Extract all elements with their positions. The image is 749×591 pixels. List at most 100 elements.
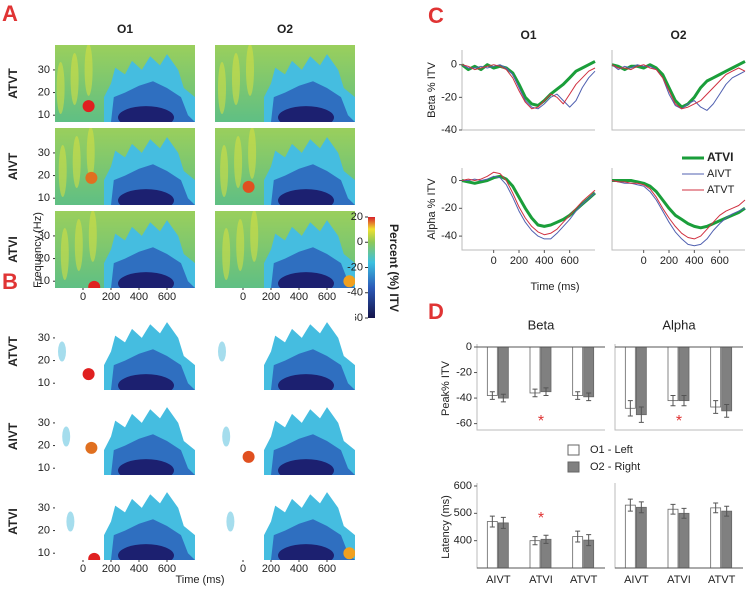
error-bar	[586, 392, 592, 402]
x-tick-label: 200	[262, 291, 280, 303]
x-tick-label: 200	[102, 563, 120, 575]
y-tick-label: 20	[38, 252, 50, 264]
bar	[624, 346, 636, 409]
heatmap-cell	[215, 313, 355, 390]
y-tick-label: 10	[38, 275, 50, 287]
heatmap-region	[118, 106, 174, 122]
y-tick-label: 20	[38, 439, 50, 451]
x-tick-label: ATVT	[708, 574, 736, 586]
series-line	[462, 175, 596, 240]
y-tick-label: -20	[441, 202, 457, 214]
y-tick-label: 0	[466, 341, 472, 353]
legend-label: ATVT	[707, 184, 735, 196]
series-line	[611, 180, 746, 240]
x-tick-label: 400	[130, 563, 148, 575]
x-tick-label: 400	[130, 291, 148, 303]
error-bar	[638, 501, 644, 514]
error-bar	[638, 406, 644, 423]
panel-label: D	[428, 299, 444, 324]
error-bar	[532, 536, 538, 546]
bar	[710, 507, 722, 569]
x-tick-label: AIVT	[624, 574, 649, 586]
bar	[667, 508, 679, 569]
heatmap-streak	[218, 62, 226, 115]
panel-label: C	[428, 3, 444, 28]
heatmap-cell	[215, 483, 355, 560]
bar	[721, 346, 733, 412]
error-bar	[681, 395, 687, 407]
x-tick-label: 0	[240, 291, 246, 303]
bar	[583, 346, 595, 398]
y-tick-label: -20	[441, 91, 457, 103]
series-line	[612, 179, 746, 230]
heatmap-spot	[88, 552, 101, 560]
y-tick-label: -20	[456, 366, 472, 378]
x-tick-label: 600	[710, 255, 728, 267]
heatmap-region	[118, 272, 174, 288]
heatmap-region	[278, 459, 334, 475]
x-tick-label: 600	[318, 291, 336, 303]
heatmap-streak	[70, 52, 79, 105]
y-tick-label: 30	[38, 502, 50, 514]
heatmap-streak	[60, 228, 69, 281]
x-axis-label: Time (ms)	[530, 281, 579, 293]
bar	[635, 346, 647, 416]
heatmap-streak	[236, 218, 245, 271]
annotation: *	[538, 413, 544, 430]
bar	[486, 521, 498, 569]
y-axis-label: Peak% ITV	[440, 360, 452, 416]
error-bar	[724, 403, 730, 418]
colorbar-tick-label: -20	[347, 261, 363, 273]
y-tick-label: 30	[38, 230, 50, 242]
y-tick-label: -60	[456, 418, 472, 430]
heatmap-spot	[85, 171, 98, 184]
column-title: O1	[520, 28, 536, 42]
heatmap-cell	[55, 128, 195, 205]
x-tick-label: 600	[158, 563, 176, 575]
x-tick-label: 400	[535, 255, 553, 267]
heatmap-streak	[222, 228, 231, 281]
y-tick-label: -40	[441, 230, 457, 242]
heatmap-streak	[234, 135, 243, 188]
heatmap-streak	[56, 62, 65, 115]
bar	[572, 346, 584, 396]
bar	[624, 504, 636, 569]
bar	[678, 346, 690, 402]
heatmap-streak	[58, 145, 67, 198]
heatmap-spot	[88, 280, 101, 288]
x-tick-label: 0	[641, 255, 647, 267]
x-tick-label: 200	[660, 255, 678, 267]
error-bar	[586, 534, 592, 547]
y-tick-label: 20	[38, 524, 50, 536]
heatmap-cell	[55, 483, 195, 560]
panel-label: B	[2, 269, 18, 294]
x-tick-label: 600	[158, 291, 176, 303]
heatmap-region	[118, 544, 174, 560]
annotation: *	[538, 510, 544, 527]
y-tick-label: 400	[454, 535, 472, 547]
y-tick-label: 30	[38, 417, 50, 429]
axis-frame	[611, 168, 745, 251]
error-bar	[575, 391, 581, 400]
error-bar	[500, 516, 506, 529]
series-line	[611, 64, 746, 110]
heatmap-streak	[84, 45, 93, 96]
error-bar	[489, 515, 495, 528]
column-title: O1	[117, 22, 133, 36]
heatmap-streak	[88, 211, 97, 262]
x-tick-label: 200	[102, 291, 120, 303]
row-label: ATVT	[6, 68, 20, 99]
y-tick-label: 0	[451, 174, 457, 186]
error-bar	[489, 391, 495, 400]
colorbar-label: Percent (%) ITV	[387, 224, 401, 312]
x-tick-label: 200	[262, 563, 280, 575]
x-tick-label: ATVI	[667, 574, 691, 586]
heatmap-region	[278, 374, 334, 390]
heatmap-streak	[218, 341, 226, 362]
error-bar	[681, 507, 687, 519]
column-title: O2	[277, 22, 293, 36]
heatmap-cell	[215, 128, 355, 205]
heatmap-cell	[55, 45, 195, 122]
y-tick-label: 0	[451, 59, 457, 71]
